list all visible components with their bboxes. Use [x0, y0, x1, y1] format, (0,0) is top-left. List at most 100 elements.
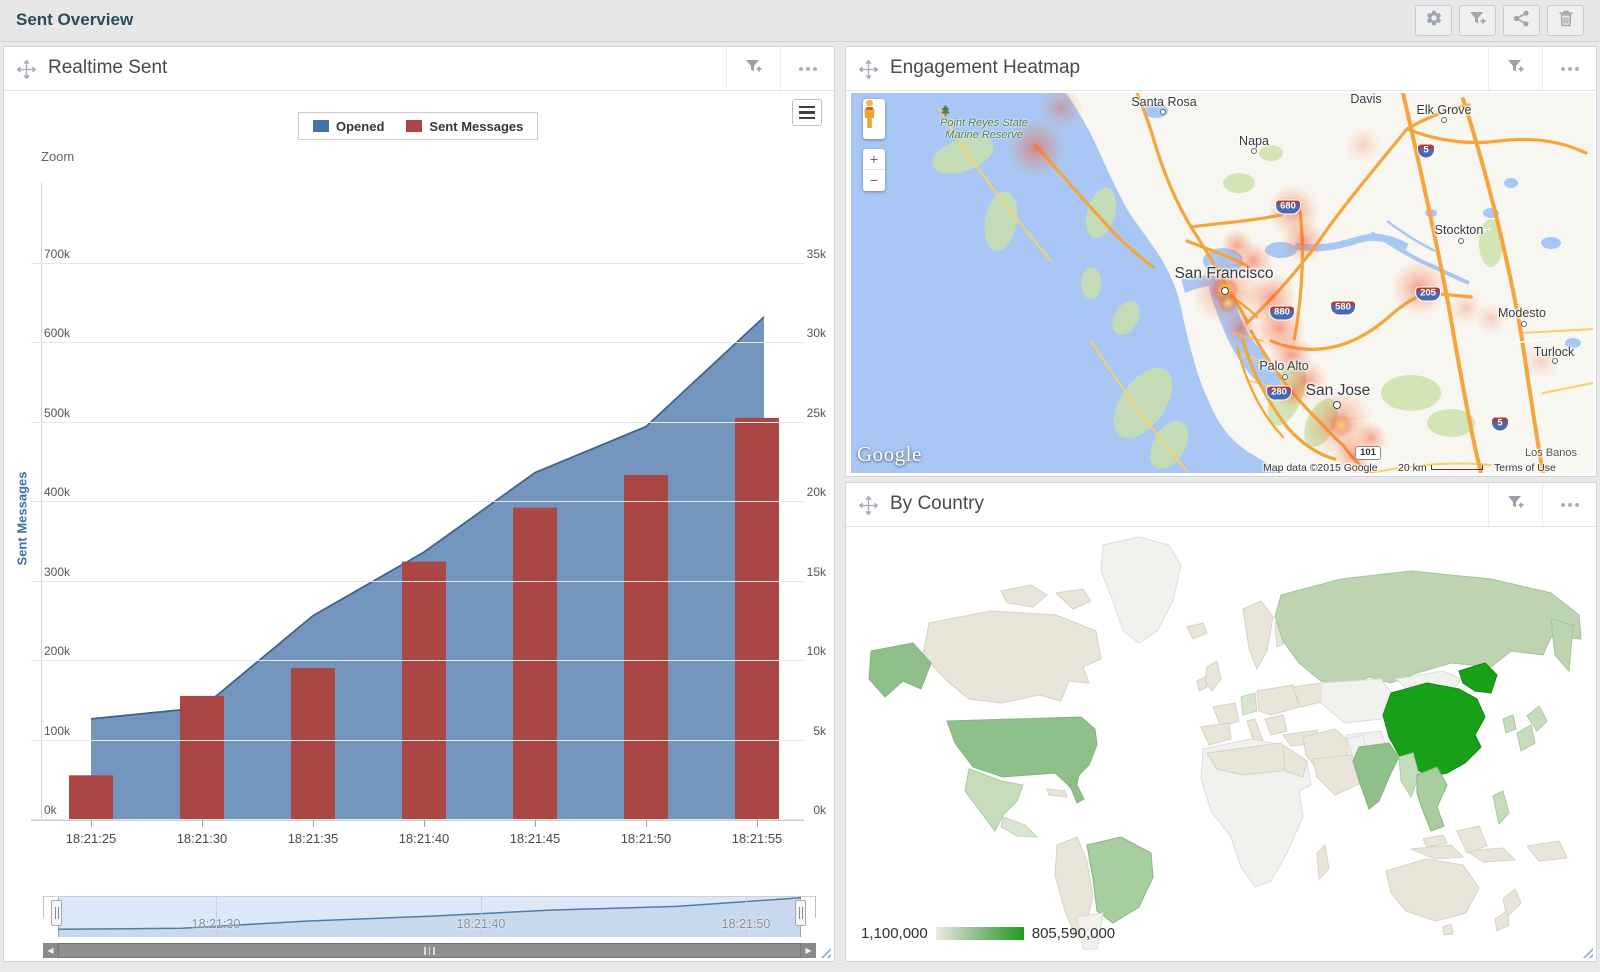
y-axis-left-label: 400k — [44, 485, 71, 500]
map-label-napa: Napa — [1239, 134, 1269, 148]
y-axis-right-label: 0k — [813, 803, 826, 817]
navigator-axis-label: 18:21:30 — [191, 917, 241, 931]
legend-swatch — [313, 120, 329, 132]
move-icon[interactable] — [858, 59, 879, 84]
top-bar: Sent Overview — [0, 0, 1600, 42]
panel-more-button[interactable] — [780, 47, 834, 90]
interstate-shield-280: 280 — [1266, 385, 1292, 401]
map-zoom-control: + − — [863, 149, 885, 191]
city-dot — [1160, 109, 1166, 115]
bar-sent-messages — [402, 561, 446, 819]
x-axis-label: 18:21:30 — [176, 831, 228, 846]
y-axis-left-label: 500k — [44, 405, 71, 420]
legend-item[interactable]: Sent Messages — [406, 119, 523, 134]
y-axis-right-label: 10k — [806, 644, 826, 659]
chart-export-menu-button[interactable] — [792, 99, 822, 126]
y-axis-left-label: 200k — [44, 644, 71, 659]
navigator-axis-label: 18:21:50 — [721, 917, 771, 931]
interstate-shield-5: 5 — [1417, 143, 1435, 159]
settings-button[interactable] — [1415, 5, 1452, 36]
map-label-santa-rosa: Santa Rosa — [1131, 95, 1197, 109]
bar-sent-messages — [291, 668, 335, 819]
panel-resize-grip[interactable] — [820, 947, 831, 958]
world-choropleth-map[interactable]: 1,100,000 805,590,000 — [851, 531, 1593, 951]
map-tiles — [932, 93, 1593, 473]
scrollbar-left-arrow[interactable]: ◀ — [43, 943, 58, 958]
gridline — [31, 660, 804, 662]
map-label-san-jose: San Jose — [1305, 382, 1371, 399]
y-axis-right-label: 25k — [806, 405, 826, 420]
panel-resize-grip[interactable] — [1582, 947, 1593, 958]
page-title: Sent Overview — [16, 10, 134, 29]
bar-sent-messages — [180, 695, 224, 819]
navigator-selected-range[interactable] — [58, 897, 801, 937]
choropleth-legend: 1,100,000 805,590,000 — [861, 925, 1115, 942]
share-icon — [1513, 10, 1530, 32]
gridline — [31, 580, 804, 582]
y-axis-left-label: 100k — [44, 723, 71, 738]
realtime-sent-header: Realtime Sent — [4, 47, 834, 91]
panel-more-button[interactable] — [1542, 483, 1596, 526]
gridline — [31, 421, 804, 423]
engagement-heatmap-header: Engagement Heatmap — [846, 47, 1596, 91]
world-map — [868, 536, 1582, 950]
google-logo: Google — [857, 442, 922, 466]
legend-swatch — [406, 120, 423, 132]
move-icon[interactable] — [858, 495, 879, 520]
y-axis-right-label: 5k — [813, 723, 826, 738]
ellipsis-icon — [1560, 502, 1579, 507]
city-dot — [1251, 148, 1257, 154]
map-label-modesto: Modesto — [1498, 306, 1546, 320]
navigator-right-handle[interactable] — [795, 900, 806, 926]
y-axis-left-label: 300k — [44, 564, 71, 579]
filter-plus-icon — [1507, 494, 1524, 516]
panel-more-button[interactable] — [1542, 47, 1596, 90]
y-axis-left-label: 600k — [44, 326, 71, 341]
pegman-control[interactable] — [863, 99, 885, 139]
interstate-shield-5: 5 — [1491, 416, 1509, 432]
map-scale-label: 20 km — [1398, 462, 1427, 473]
legend-min-value: 1,100,000 — [861, 925, 928, 942]
navigator-gridline — [746, 897, 747, 937]
move-icon[interactable] — [16, 59, 37, 84]
chart-legend: Opened Sent Messages — [298, 112, 539, 140]
scrollbar-thumb[interactable] — [58, 943, 801, 958]
filter-plus-icon — [1507, 58, 1524, 80]
x-axis-label: 18:21:55 — [731, 831, 783, 846]
bar-sent-messages — [624, 475, 668, 819]
map-label-stockton: Stockton — [1434, 223, 1484, 237]
legend-item[interactable]: Opened — [313, 119, 384, 134]
ellipsis-icon — [1560, 66, 1579, 71]
gridline — [31, 819, 804, 820]
gridline — [31, 739, 804, 741]
interstate-shield-880: 880 — [1269, 305, 1295, 321]
map-label-davis: Davis — [1350, 93, 1382, 106]
add-filter-button[interactable] — [1459, 5, 1496, 36]
y-axis-left-label: 0k — [44, 803, 57, 817]
filter-plus-icon — [745, 58, 762, 80]
x-axis-tick — [757, 820, 758, 827]
navigator-left-handle[interactable] — [51, 900, 62, 926]
panel-title: Engagement Heatmap — [890, 57, 1081, 78]
scrollbar-right-arrow[interactable]: ▶ — [801, 943, 816, 958]
by-country-body: 1,100,000 805,590,000 — [846, 527, 1596, 961]
share-button[interactable] — [1503, 5, 1540, 36]
terms-of-use-link[interactable]: Terms of Use — [1494, 462, 1556, 473]
heatmap-body: Santa Rosa Napa Davis Elk Grove Stockton… — [846, 91, 1596, 476]
google-map[interactable]: Santa Rosa Napa Davis Elk Grove Stockton… — [851, 93, 1593, 473]
delete-button[interactable] — [1547, 5, 1584, 36]
x-axis-label: 18:21:35 — [287, 831, 339, 846]
panel-filter-button[interactable] — [726, 47, 780, 90]
panel-filter-button[interactable] — [1488, 483, 1542, 526]
y-axis-right-label: 35k — [806, 247, 826, 261]
x-axis-tick — [313, 820, 314, 827]
panel-filter-button[interactable] — [1488, 47, 1542, 90]
zoom-out-button[interactable]: − — [869, 172, 879, 188]
navigator-gridline — [481, 897, 482, 937]
zoom-in-button[interactable]: + — [863, 149, 885, 170]
map-label-los-banos: Los Banos — [1525, 447, 1577, 459]
filter-plus-icon — [1469, 10, 1486, 32]
x-axis-tick — [424, 820, 425, 827]
legend-max-value: 805,590,000 — [1031, 925, 1116, 942]
map-scale-bar — [1431, 465, 1483, 470]
